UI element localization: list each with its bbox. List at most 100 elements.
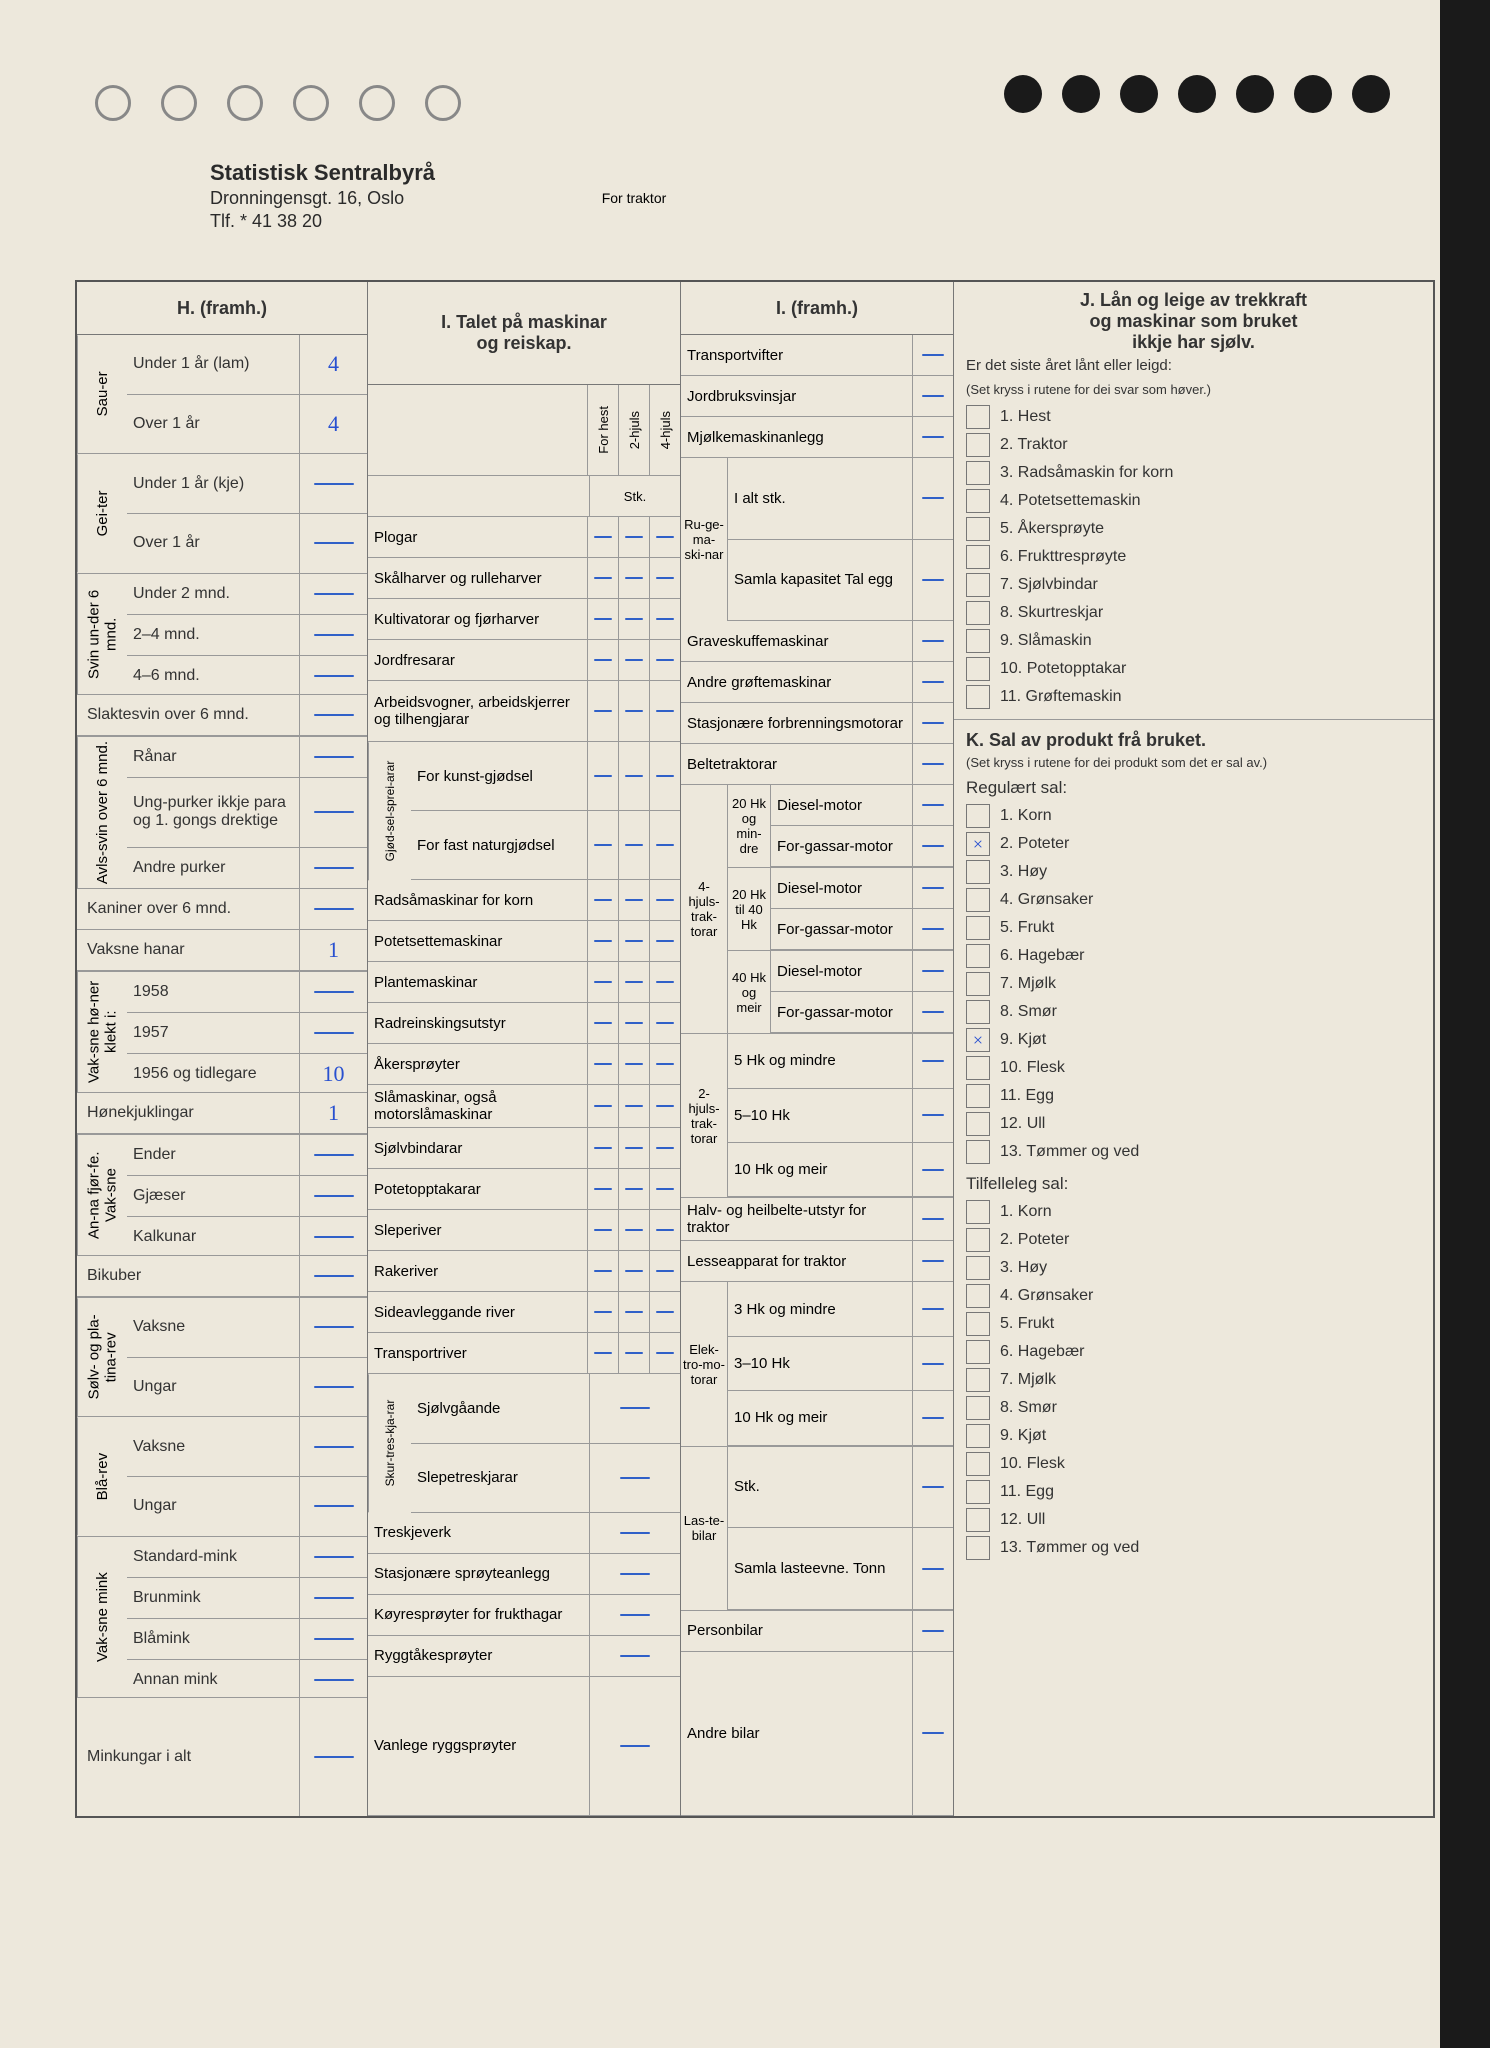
j-list: 1. Hest 2. Traktor 3. Radsåmaskin for ko… (966, 405, 1421, 709)
h-ender: Ender (127, 1135, 300, 1175)
j-chk-5[interactable] (966, 517, 990, 541)
i1-potetsettemaskinar: Potetsettemaskinar (368, 921, 588, 961)
i2-stk: Stk. (728, 1447, 913, 1528)
punch-holes-right (1004, 75, 1390, 113)
i1-sideavleggande: Sideavleggande river (368, 1292, 588, 1332)
i2-4hjulstrak: 4-hjuls-trak-torar (681, 785, 728, 1033)
k2-chk-12[interactable] (966, 1508, 990, 1532)
h-vaksnehoner: Vak-sne hø-ner klekt i: (77, 972, 127, 1092)
k2-chk-1[interactable] (966, 1200, 990, 1224)
i2-header: I. (framh.) (681, 282, 953, 335)
i2-hk10b: 10 Hk og meir (728, 1391, 913, 1444)
form-box: H. (framh.) Sau-er Under 1 år (lam)4 Ove… (75, 280, 1435, 1818)
j-chk-4[interactable] (966, 489, 990, 513)
i2-hk3: 3 Hk og mindre (728, 1282, 913, 1335)
k-tilf: Tilfelleleg sal: (966, 1174, 1421, 1194)
k2-chk-7[interactable] (966, 1368, 990, 1392)
h-bikuber: Bikuber (77, 1256, 300, 1296)
i2-diesel3: Diesel-motor (771, 951, 913, 991)
k2-chk-9[interactable] (966, 1424, 990, 1448)
j-chk-6[interactable] (966, 545, 990, 569)
k-list1: 1. Korn ×2. Poteter 3. Høy 4. Grønsaker … (966, 804, 1421, 1164)
i2-hk2040: 20 Hk til 40 Hk (728, 868, 771, 950)
h-1958: 1958 (127, 972, 300, 1012)
h-annanmink: Annan mink (127, 1660, 300, 1700)
k2-chk-3[interactable] (966, 1256, 990, 1280)
i2-hk10a: 10 Hk og meir (728, 1143, 913, 1196)
k1-chk-4[interactable] (966, 888, 990, 912)
k1-chk-12[interactable] (966, 1112, 990, 1136)
i1-kunstgjodsel: For kunst-gjødsel (411, 742, 588, 810)
i2-personbilar: Personbilar (681, 1611, 913, 1651)
i1-stk: Stk. (590, 476, 680, 516)
i1-rakeriver: Rakeriver (368, 1251, 588, 1291)
i1-radreinsking: Radreinskingsutstyr (368, 1003, 588, 1043)
k2-chk-6[interactable] (966, 1340, 990, 1364)
i1-4hjuls: 4-hjuls (658, 411, 673, 449)
punch-holes-left (95, 85, 461, 121)
i1-potetopptakarar: Potetopptakarar (368, 1169, 588, 1209)
k2-chk-13[interactable] (966, 1536, 990, 1560)
h-vaksnehanar-val: 1 (300, 930, 367, 970)
i1-sleperiver: Sleperiver (368, 1210, 588, 1250)
i2-hk40: 40 Hk og meir (728, 951, 771, 1033)
k1-chk-5[interactable] (966, 916, 990, 940)
i1-vanlege: Vanlege ryggsprøyter (368, 1677, 590, 1815)
i2-forgassar1: For-gassar-motor (771, 826, 913, 866)
j-chk-7[interactable] (966, 573, 990, 597)
k-hint: (Set kryss i rutene for dei produkt som … (966, 755, 1421, 770)
k1-chk-9[interactable]: × (966, 1028, 990, 1052)
i1-skalharver: Skålharver og rulleharver (368, 558, 588, 598)
k2-chk-10[interactable] (966, 1452, 990, 1476)
h-geiter-o1: Over 1 år (127, 514, 300, 573)
j-chk-11[interactable] (966, 685, 990, 709)
i1-skurtreskjarar: Skur-tres-kja-rar (368, 1374, 411, 1512)
i2-elektro: Elek-tro-mo-torar (681, 1282, 728, 1445)
h-slaktesvin: Slaktesvin over 6 mnd. (77, 695, 300, 735)
j-chk-9[interactable] (966, 629, 990, 653)
i1-fortraktor: For traktor (590, 190, 678, 206)
h-geiter-u1: Under 1 år (kje) (127, 454, 300, 513)
i2-samlalast: Samla lasteevne. Tonn (728, 1528, 913, 1609)
k2-chk-5[interactable] (966, 1312, 990, 1336)
i1-arbeidsvogner: Arbeidsvogner, arbeidskjerrer og tilheng… (368, 681, 588, 741)
j-chk-8[interactable] (966, 601, 990, 625)
col-i1: I. Talet på maskinar og reiskap. For hes… (368, 282, 681, 1816)
k1-chk-8[interactable] (966, 1000, 990, 1024)
k1-chk-13[interactable] (966, 1140, 990, 1164)
h-1957: 1957 (127, 1013, 300, 1053)
h-avlssvin: Avls-svin over 6 mnd. (77, 737, 127, 888)
k1-chk-10[interactable] (966, 1056, 990, 1080)
h-standardmink: Standard-mink (127, 1537, 300, 1577)
k1-chk-7[interactable] (966, 972, 990, 996)
h-honekjuklingar: Hønekjuklingar (77, 1093, 300, 1133)
h-geiter: Gei-ter (77, 454, 127, 572)
i2-hk20: 20 Hk og min-dre (728, 785, 771, 867)
h-svin-46: 4–6 mnd. (127, 656, 300, 696)
k1-chk-3[interactable] (966, 860, 990, 884)
k2-chk-8[interactable] (966, 1396, 990, 1420)
k1-chk-6[interactable] (966, 944, 990, 968)
h-blarev-u: Ungar (127, 1477, 300, 1536)
k1-chk-11[interactable] (966, 1084, 990, 1108)
h-vaksnemink: Vak-sne mink (77, 1537, 127, 1697)
i1-transportriver: Transportriver (368, 1333, 588, 1373)
i2-samla: Samla kapasitet Tal egg (728, 540, 913, 621)
h-svin-u2: Under 2 mnd. (127, 574, 300, 614)
i2-hk5: 5 Hk og mindre (728, 1034, 913, 1087)
h-solvrev-u: Ungar (127, 1358, 300, 1417)
k2-chk-4[interactable] (966, 1284, 990, 1308)
i2-diesel2: Diesel-motor (771, 868, 913, 908)
k2-chk-2[interactable] (966, 1228, 990, 1252)
i1-akersproyter: Åkersprøyter (368, 1044, 588, 1084)
j-chk-1[interactable] (966, 405, 990, 429)
i2-ialtstk: I alt stk. (728, 458, 913, 539)
j-chk-3[interactable] (966, 461, 990, 485)
org-name: Statistisk Sentralbyrå (210, 160, 435, 186)
k1-chk-1[interactable] (966, 804, 990, 828)
k1-chk-2[interactable]: × (966, 832, 990, 856)
j-chk-10[interactable] (966, 657, 990, 681)
k2-chk-11[interactable] (966, 1480, 990, 1504)
i1-treskjeverk: Treskjeverk (368, 1513, 590, 1553)
j-chk-2[interactable] (966, 433, 990, 457)
